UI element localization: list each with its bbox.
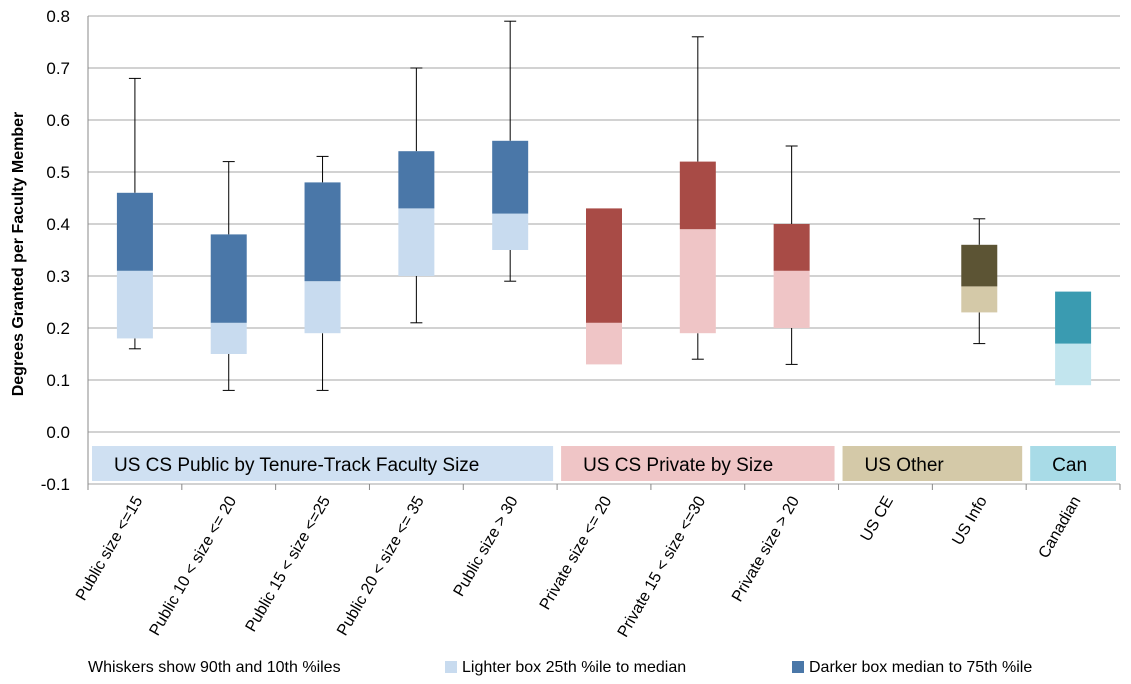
category-labels: Public size <=15 Public 10 < size <= 20 Pu…	[73, 493, 1085, 640]
y-tick-label: -0.1	[41, 475, 70, 494]
category-label: US CE	[858, 494, 897, 545]
y-axis-label: Degrees Granted per Faculty Member	[10, 112, 27, 397]
boxes	[116, 20, 1092, 391]
category-label: Private size > 20	[729, 493, 803, 604]
group-band-fill	[561, 446, 835, 481]
box-7	[679, 36, 716, 360]
group-band: US CS Private by Size	[561, 446, 835, 481]
y-tick-label: 0.2	[46, 319, 70, 338]
category-label: Private size <= 20	[537, 493, 616, 613]
upper-box-median-to-75th	[116, 192, 153, 271]
light-box-note: Lighter box 25th %ile to median	[445, 659, 686, 677]
box-8	[773, 145, 810, 365]
upper-box-median-to-75th	[210, 234, 247, 323]
lower-box-25th-to-median	[398, 208, 435, 276]
group-band-fill	[92, 446, 554, 481]
y-tick-label: 0.7	[46, 59, 70, 78]
lower-box-25th-to-median	[492, 213, 529, 250]
lower-box-25th-to-median	[1055, 343, 1092, 386]
group-band-label: US CS Private by Size	[583, 455, 773, 476]
dark-box-note: Darker box median to 75th %ile	[792, 659, 1032, 677]
category-label: Canadian	[1036, 494, 1085, 562]
upper-box-median-to-75th	[398, 151, 435, 209]
dark-box-note-text: Darker box median to 75th %ile	[809, 659, 1033, 676]
y-tick-labels: 0.8 0.7 0.6 0.5 0.4 0.3 0.2 0.1 0.0 -0.1	[41, 7, 70, 494]
lower-box-25th-to-median	[210, 322, 247, 354]
category-label: Public size <=15	[73, 493, 146, 603]
lower-box-25th-to-median	[586, 322, 622, 365]
category-label: Public 15 < size <=25	[243, 493, 334, 634]
y-tick-label: 0.0	[46, 423, 70, 442]
y-tick-label: 0.4	[46, 215, 70, 234]
category-label: Private 15 < size <=30	[615, 493, 710, 640]
group-band: Can	[1030, 446, 1116, 481]
group-band-label: US Other	[865, 455, 945, 476]
light-box-swatch	[445, 661, 457, 673]
upper-box-median-to-75th	[1055, 291, 1092, 344]
upper-box-median-to-75th	[773, 224, 810, 271]
lower-box-25th-to-median	[304, 281, 341, 334]
upper-box-median-to-75th	[679, 161, 716, 230]
box-5	[492, 20, 529, 282]
box-11	[1055, 291, 1092, 386]
upper-box-median-to-75th	[492, 140, 529, 214]
upper-box-median-to-75th	[304, 182, 341, 282]
lower-box-25th-to-median	[679, 229, 716, 334]
group-band: US Other	[842, 446, 1023, 481]
group-band-label: US CS Public by Tenure-Track Faculty Siz…	[114, 455, 479, 476]
y-tick-label: 0.6	[46, 111, 70, 130]
lower-box-25th-to-median	[961, 286, 998, 313]
box-4	[398, 67, 435, 324]
box-3	[304, 155, 341, 391]
upper-box-median-to-75th	[586, 208, 622, 323]
y-tick-label: 0.3	[46, 267, 70, 286]
group-band: US CS Public by Tenure-Track Faculty Siz…	[92, 446, 554, 481]
category-label: Public 10 < size <= 20	[147, 493, 241, 638]
group-band-fill	[1030, 446, 1116, 481]
category-label: Public size > 30	[451, 493, 522, 599]
box-2	[210, 161, 247, 391]
y-tick-label: 0.5	[46, 163, 70, 182]
group-bands: US CS Public by Tenure-Track Faculty Siz…	[92, 446, 1116, 481]
category-label: US Info	[949, 493, 990, 548]
chart-footnote: Whiskers show 90th and 10th %iles Lighte…	[0, 656, 1131, 682]
box-plot-chart: US CS Public by Tenure-Track Faculty Siz…	[10, 7, 1121, 640]
box-1	[116, 77, 153, 350]
light-box-note-text: Lighter box 25th %ile to median	[462, 659, 687, 676]
whisker-note: Whiskers show 90th and 10th %iles	[88, 659, 341, 676]
group-band-fill	[842, 446, 1023, 481]
dark-box-swatch	[792, 661, 804, 673]
box-6	[586, 208, 622, 365]
category-label: Public 20 < size <= 35	[334, 493, 428, 638]
y-tick-label: 0.8	[46, 7, 70, 26]
lower-box-25th-to-median	[116, 270, 153, 339]
upper-box-median-to-75th	[961, 244, 998, 287]
box-10	[961, 218, 998, 345]
group-band-label: Can	[1052, 455, 1087, 476]
y-tick-label: 0.1	[46, 371, 70, 390]
lower-box-25th-to-median	[773, 270, 810, 328]
